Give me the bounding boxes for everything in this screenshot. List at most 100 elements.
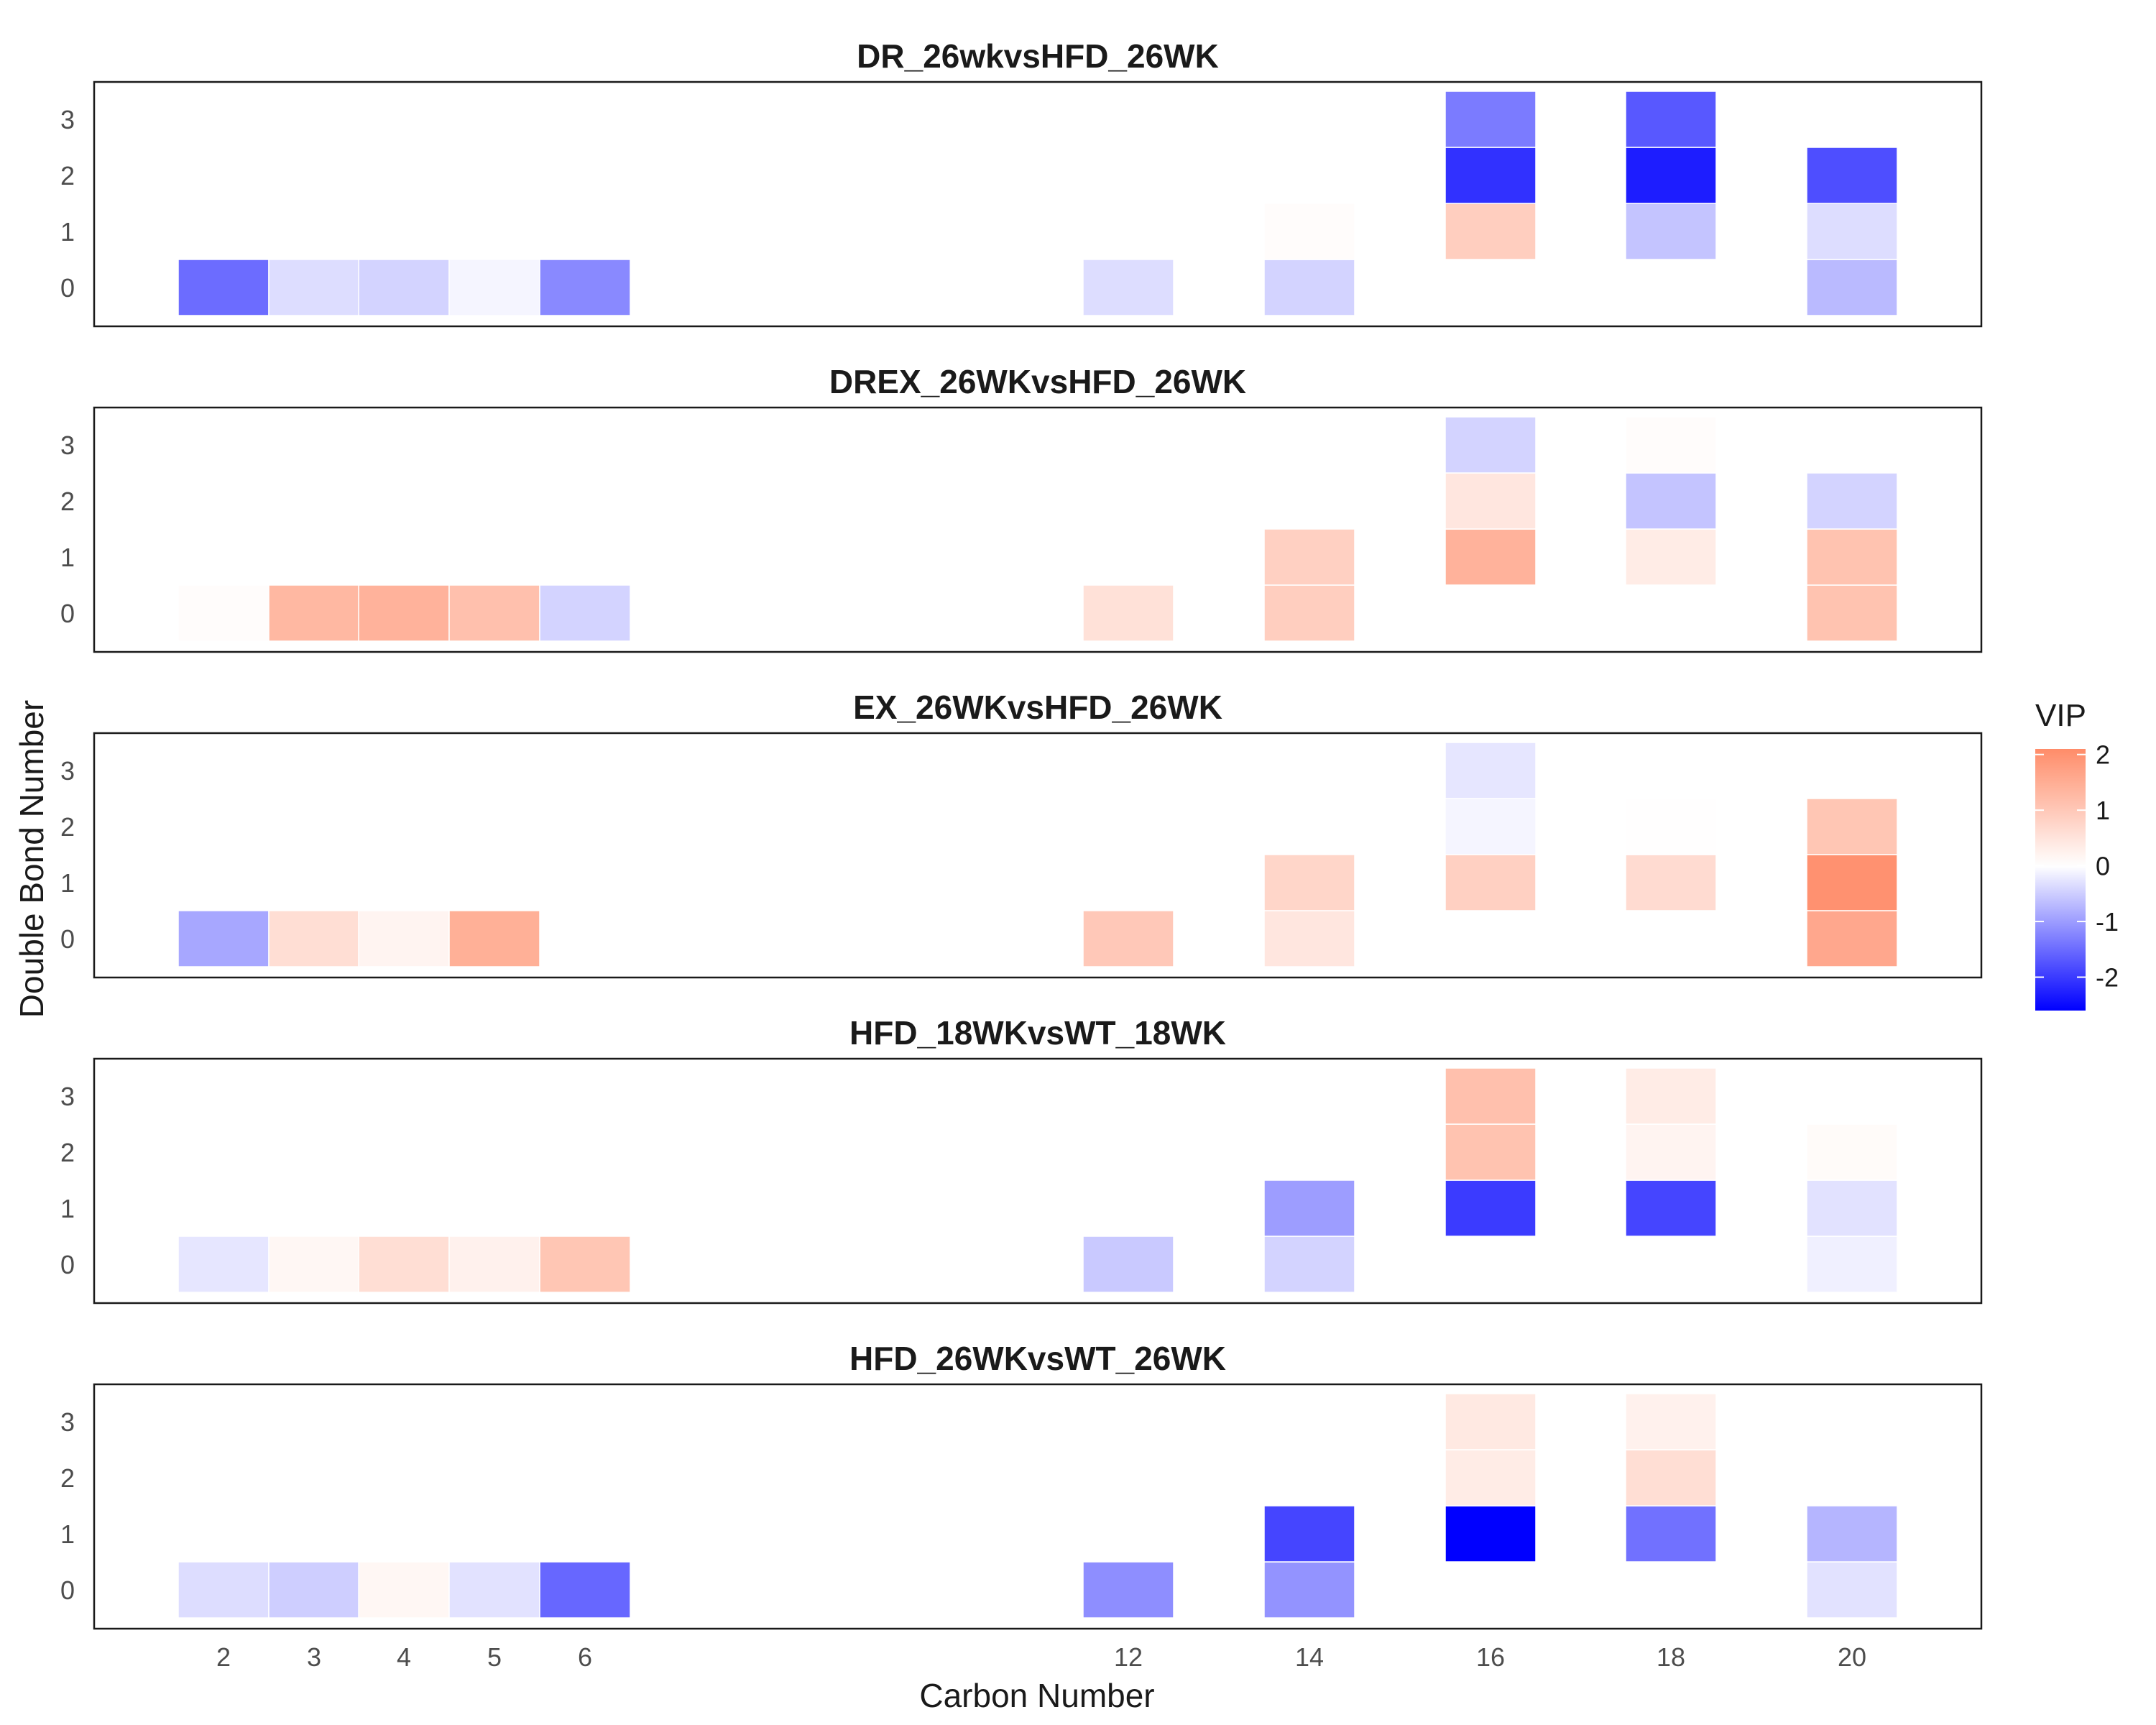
heatmap-cell [1263, 203, 1355, 260]
heatmap-cell [1625, 416, 1717, 474]
y-tick-label: 0 [60, 1250, 75, 1279]
panel-1: DR_26wkvsHFD_26WK 0 1 2 3 [60, 37, 1983, 328]
heatmap-cell [1806, 528, 1898, 586]
heatmap-cell [1445, 742, 1537, 799]
heatmap-cell [1625, 472, 1717, 530]
x-tick-label: 14 [1295, 1642, 1324, 1672]
heatmap-cell [539, 1236, 631, 1293]
x-tick-label: 3 [307, 1642, 321, 1672]
heatmap-cell [178, 259, 270, 316]
heatmap-cell [1082, 584, 1174, 642]
heatmap-cell [358, 259, 450, 316]
heatmap-cell [1445, 416, 1537, 474]
heatmap-cell [1263, 259, 1355, 316]
heatmap-cell [268, 259, 360, 316]
heatmap-cell [178, 910, 270, 967]
y-tick-label: 3 [60, 105, 75, 134]
heatmap-cell [1625, 147, 1717, 204]
panel-frame [93, 1057, 1983, 1305]
heatmap-cell [1806, 910, 1898, 967]
panel-title: DR_26wkvsHFD_26WK [857, 37, 1219, 75]
heatmap-cell [1445, 1179, 1537, 1237]
heatmap-cell [539, 1561, 631, 1619]
heatmap-cell [358, 910, 450, 967]
heatmap-cell [1625, 528, 1717, 586]
color-legend: VIP 2 1 0 -1 -2 [2035, 698, 2119, 1011]
y-tick-label: 1 [60, 217, 75, 247]
x-tick-label: 12 [1114, 1642, 1143, 1672]
heatmap-cell [539, 259, 631, 316]
heatmap-cell [1263, 528, 1355, 586]
heatmap-cell [539, 584, 631, 642]
y-tick-label: 1 [60, 1194, 75, 1223]
y-tick-label: 1 [60, 868, 75, 898]
y-tick-label: 0 [60, 1576, 75, 1605]
legend-ticks: 2 1 0 -1 -2 [2035, 740, 2119, 993]
heatmap-cell [1263, 1561, 1355, 1619]
panel-title: DREX_26WKvsHFD_26WK [829, 363, 1246, 400]
panel-frame [93, 1383, 1983, 1630]
heatmap-cell [1806, 1179, 1898, 1237]
heatmap-cell [1082, 1561, 1174, 1619]
legend-title: VIP [2035, 698, 2086, 733]
heatmap-cell [1625, 798, 1717, 855]
heatmap-cell [1806, 798, 1898, 855]
x-tick-label: 18 [1657, 1642, 1685, 1672]
heatmap-cell [178, 1561, 270, 1619]
heatmap-cell [1445, 1393, 1537, 1450]
heatmap-cell [1445, 1123, 1537, 1181]
panel-frame [93, 80, 1983, 328]
heatmap-cell [1806, 1505, 1898, 1563]
panel-2: DREX_26WKvsHFD_26WK 0 1 2 3 [60, 363, 1983, 653]
y-tick-label: 1 [60, 543, 75, 572]
heatmap-cell [178, 584, 270, 642]
heatmap-cell [1806, 1123, 1898, 1181]
legend-tick-label: -1 [2096, 907, 2119, 937]
panel-4: HFD_18WKvsWT_18WK 0 1 2 3 [60, 1014, 1983, 1305]
y-tick-label: 2 [60, 1463, 75, 1493]
heatmap-cell [1082, 910, 1174, 967]
heatmap-cell [448, 584, 540, 642]
panel-title: HFD_18WKvsWT_18WK [849, 1014, 1226, 1052]
heatmap-cell [1263, 910, 1355, 967]
heatmap-cell [268, 1236, 360, 1293]
panel-frame [93, 406, 1983, 653]
heatmap-cell [1445, 1067, 1537, 1125]
heatmap-cell [1625, 203, 1717, 260]
heatmap-cell [1625, 1123, 1717, 1181]
y-axis-title: Double Bond Number [13, 700, 50, 1018]
heatmap-cell [1445, 798, 1537, 855]
x-tick-label: 5 [487, 1642, 502, 1672]
heatmap-cell [1445, 854, 1537, 911]
heatmap-cell [1263, 854, 1355, 911]
heatmap-cell [1806, 854, 1898, 911]
y-tick-label: 2 [60, 161, 75, 190]
heatmap-cell [448, 259, 540, 316]
y-tick-label: 0 [60, 599, 75, 628]
y-tick-label: 1 [60, 1519, 75, 1549]
heatmap-cell [1806, 259, 1898, 316]
x-tick-label: 6 [578, 1642, 592, 1672]
heatmap-cell [1445, 1505, 1537, 1563]
legend-tick-label: 2 [2096, 740, 2110, 770]
heatmap-cell [358, 1236, 450, 1293]
x-axis-title: Carbon Number [919, 1677, 1154, 1714]
x-tick-label: 2 [216, 1642, 231, 1672]
heatmap-cell [268, 1561, 360, 1619]
heatmap-cell [1625, 1449, 1717, 1506]
legend-colorbar [2035, 749, 2086, 1011]
legend-tick-label: -2 [2096, 963, 2119, 993]
heatmap-cell [1445, 472, 1537, 530]
y-tick-label: 3 [60, 1082, 75, 1111]
heatmap-cell [1445, 203, 1537, 260]
heatmap-cell [1082, 259, 1174, 316]
heatmap-cell [1625, 1179, 1717, 1237]
heatmap-cell [1263, 584, 1355, 642]
heatmap-cell [448, 1236, 540, 1293]
heatmap-cell [1625, 1505, 1717, 1563]
y-tick-label: 3 [60, 756, 75, 786]
y-tick-label: 2 [60, 487, 75, 516]
heatmap-cell [358, 1561, 450, 1619]
heatmap-cell [1806, 203, 1898, 260]
